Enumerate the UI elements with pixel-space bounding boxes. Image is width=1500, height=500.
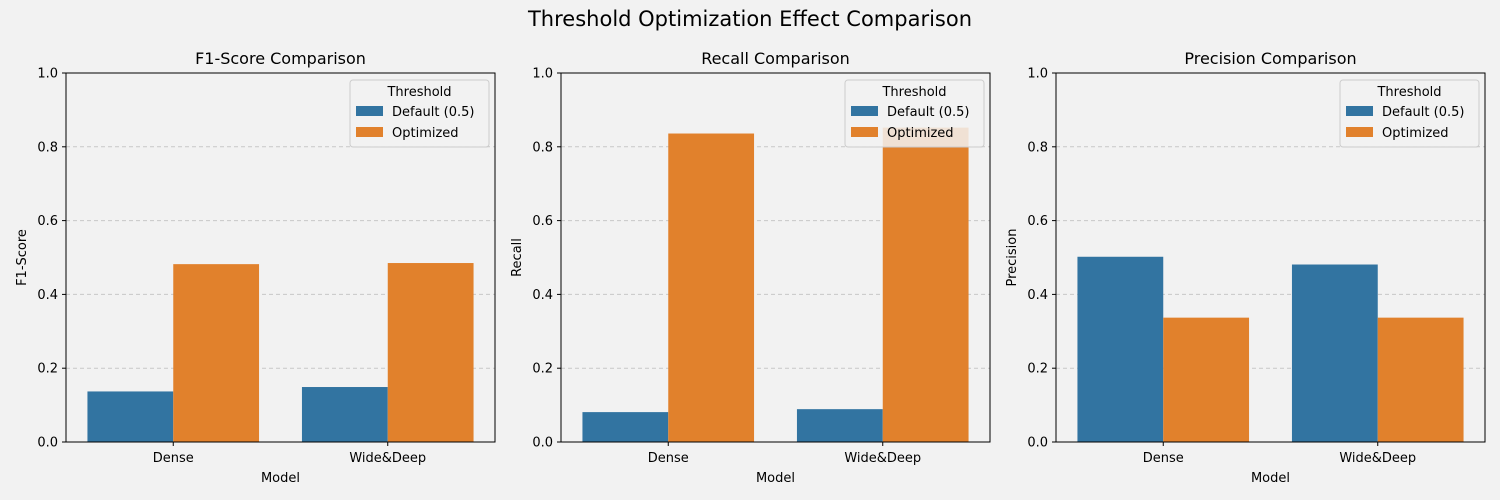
x-tick-label: Wide&Deep (844, 451, 921, 466)
legend-box (1339, 79, 1480, 148)
x-tick-label: Dense (1143, 451, 1184, 466)
legend-label: Default (0.5) (392, 105, 474, 120)
y-tick-label: 0.0 (1027, 436, 1048, 451)
legend-box (349, 79, 490, 148)
legend-swatch (356, 106, 383, 116)
bar-default-0-5-wide-deep (1291, 264, 1378, 442)
y-tick-label: 0.2 (37, 362, 58, 377)
bar-default-0-5-dense (1077, 256, 1164, 442)
legend-title: Threshold (881, 85, 946, 100)
legend: Threshold Default (0.5) Optimized (844, 79, 985, 148)
y-tick-label: 0.6 (532, 214, 553, 229)
subplot-1: 0.0 0.2 0.4 0.6 0.8 1.0 Dense Wide&Deep F1-Score… (15, 49, 496, 486)
figure-title: Threshold Optimization Effect Comparison (527, 7, 972, 31)
x-tick-label: Dense (648, 451, 689, 466)
legend: Threshold Default (0.5) Optimized (349, 79, 490, 148)
bar-optimized-dense (1163, 317, 1250, 442)
y-tick-label: 0.8 (37, 140, 58, 155)
legend-title: Threshold (386, 85, 451, 100)
y-tick-label: 0.6 (1027, 214, 1048, 229)
legend-label: Optimized (392, 126, 459, 141)
x-axis-label: Model (1251, 471, 1290, 486)
bar-default-0-5-dense (87, 391, 174, 442)
legend-label: Optimized (887, 126, 954, 141)
x-axis-label: Model (261, 471, 300, 486)
subplot-title: Precision Comparison (1184, 49, 1356, 68)
bar-default-0-5-dense (582, 412, 669, 442)
x-axis-label: Model (756, 471, 795, 486)
bar-default-0-5-wide-deep (796, 409, 883, 442)
legend-box (844, 79, 985, 148)
legend: Threshold Default (0.5) Optimized (1339, 79, 1480, 148)
y-tick-label: 0.0 (532, 436, 553, 451)
subplot-title: F1-Score Comparison (195, 49, 366, 68)
subplot-2: 0.0 0.2 0.4 0.6 0.8 1.0 Dense Wide&Deep Recall C… (510, 49, 991, 486)
y-tick-label: 1.0 (532, 67, 553, 82)
legend-swatch (851, 106, 878, 116)
y-tick-label: 0.4 (532, 288, 553, 303)
axes-frame (1055, 72, 1486, 443)
x-tick-label: Dense (153, 451, 194, 466)
legend-label: Optimized (1382, 126, 1449, 141)
y-tick-label: 0.8 (532, 140, 553, 155)
legend-swatch (1346, 127, 1373, 137)
bar-default-0-5-wide-deep (301, 387, 388, 442)
legend-label: Default (0.5) (887, 105, 969, 120)
legend-swatch (356, 127, 383, 137)
bar-optimized-wide-deep (1377, 317, 1464, 442)
subplot-title: Recall Comparison (701, 49, 850, 68)
y-tick-label: 0.8 (1027, 140, 1048, 155)
y-axis-label: F1-Score (15, 229, 30, 286)
axes-frame (560, 72, 991, 443)
y-tick-label: 1.0 (1027, 67, 1048, 82)
legend-title: Threshold (1376, 85, 1441, 100)
y-tick-label: 0.2 (532, 362, 553, 377)
y-tick-label: 1.0 (37, 67, 58, 82)
legend-swatch (1346, 106, 1373, 116)
axes-frame (65, 72, 496, 443)
y-tick-label: 0.6 (37, 214, 58, 229)
y-axis-label: Recall (510, 238, 525, 277)
x-tick-label: Wide&Deep (349, 451, 426, 466)
y-tick-label: 0.2 (1027, 362, 1048, 377)
y-tick-label: 0.0 (37, 436, 58, 451)
bar-optimized-dense (668, 133, 755, 443)
x-tick-label: Wide&Deep (1339, 451, 1416, 466)
legend-label: Default (0.5) (1382, 105, 1464, 120)
bar-optimized-wide-deep (387, 263, 474, 442)
bar-optimized-dense (173, 264, 260, 442)
subplot-3: 0.0 0.2 0.4 0.6 0.8 1.0 Dense Wide&Deep Precisio… (1005, 49, 1486, 486)
y-tick-label: 0.4 (37, 288, 58, 303)
legend-swatch (851, 127, 878, 137)
y-axis-label: Precision (1005, 228, 1020, 286)
bar-optimized-wide-deep (882, 127, 969, 442)
y-tick-label: 0.4 (1027, 288, 1048, 303)
